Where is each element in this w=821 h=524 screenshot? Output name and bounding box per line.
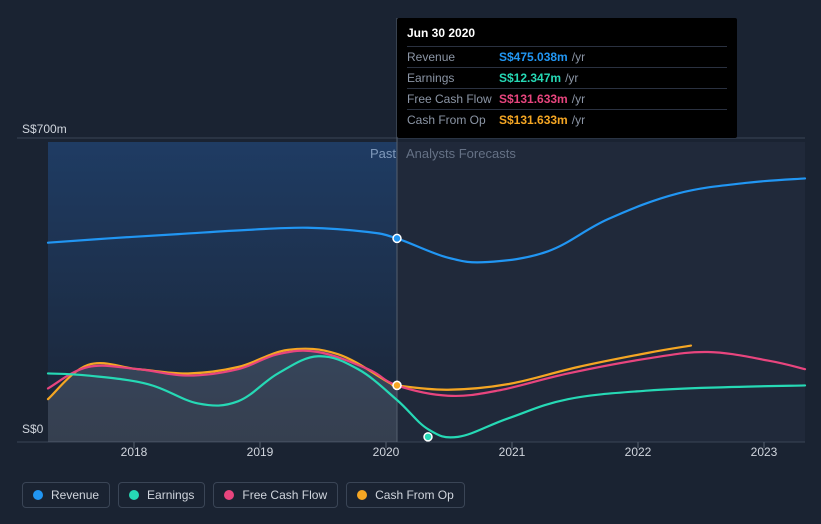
tooltip-label: Earnings — [407, 71, 499, 85]
legend-item-fcf[interactable]: Free Cash Flow — [213, 482, 338, 508]
chart-legend: Revenue Earnings Free Cash Flow Cash Fro… — [22, 482, 465, 508]
legend-label: Earnings — [147, 488, 194, 502]
legend-label: Free Cash Flow — [242, 488, 327, 502]
legend-item-revenue[interactable]: Revenue — [22, 482, 110, 508]
tooltip-unit: /yr — [572, 50, 585, 64]
tooltip-label: Free Cash Flow — [407, 92, 499, 106]
tooltip-row: Revenue S$475.038m /yr — [407, 46, 727, 67]
tooltip-unit: /yr — [572, 92, 585, 106]
legend-dot-icon — [224, 490, 234, 500]
legend-item-cfo[interactable]: Cash From Op — [346, 482, 465, 508]
tooltip-label: Cash From Op — [407, 113, 499, 127]
tooltip-value: S$12.347m — [499, 71, 561, 85]
tooltip-row: Cash From Op S$131.633m /yr — [407, 109, 727, 130]
tooltip-value: S$475.038m — [499, 50, 568, 64]
legend-item-earnings[interactable]: Earnings — [118, 482, 205, 508]
legend-dot-icon — [129, 490, 139, 500]
chart-tooltip: Jun 30 2020 Revenue S$475.038m /yr Earni… — [397, 18, 737, 138]
tooltip-date: Jun 30 2020 — [407, 26, 727, 46]
legend-label: Cash From Op — [375, 488, 454, 502]
tooltip-row: Earnings S$12.347m /yr — [407, 67, 727, 88]
tooltip-unit: /yr — [565, 71, 578, 85]
tooltip-label: Revenue — [407, 50, 499, 64]
legend-dot-icon — [33, 490, 43, 500]
tooltip-row: Free Cash Flow S$131.633m /yr — [407, 88, 727, 109]
tooltip-value: S$131.633m — [499, 92, 568, 106]
legend-label: Revenue — [51, 488, 99, 502]
tooltip-value: S$131.633m — [499, 113, 568, 127]
legend-dot-icon — [357, 490, 367, 500]
tooltip-unit: /yr — [572, 113, 585, 127]
